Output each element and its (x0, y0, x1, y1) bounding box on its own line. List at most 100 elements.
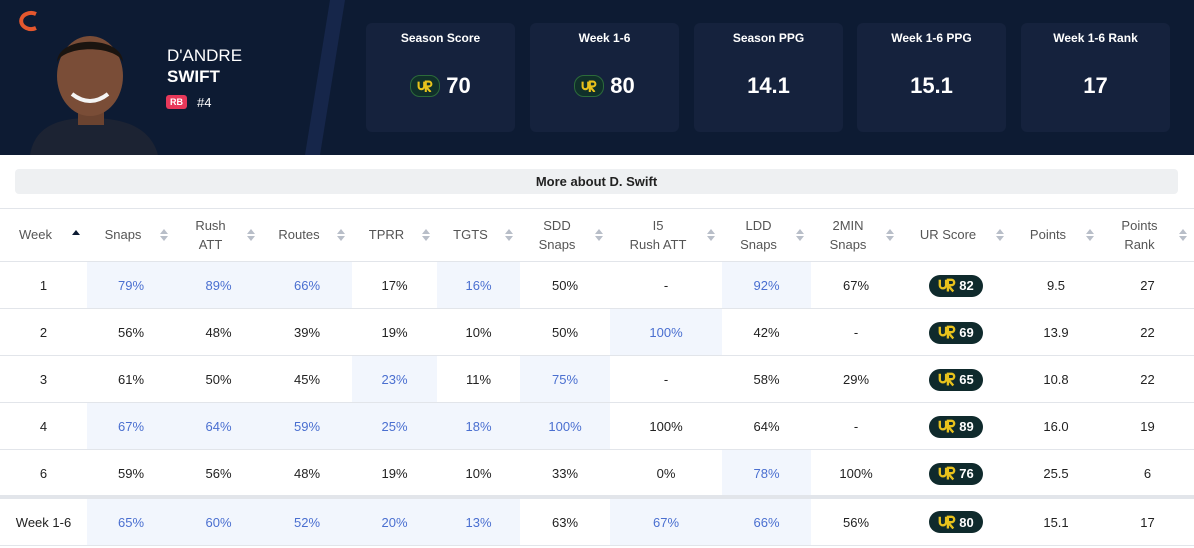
table-cell: 78% (722, 450, 811, 497)
column-header[interactable]: UR Score (901, 225, 995, 244)
row-divider (0, 308, 1194, 309)
header-line: TGTS (453, 227, 488, 242)
table-cell: 92% (722, 262, 811, 309)
ur-score-badge: 76 (929, 462, 983, 485)
column-header[interactable]: TGTS (437, 225, 504, 244)
table-cell: 17% (381, 278, 408, 293)
ur-score: 80 (959, 514, 974, 530)
stat-label: Week 1-6 Rank (1053, 31, 1138, 45)
table-cell: 29% (842, 372, 870, 387)
sort-arrows[interactable] (885, 228, 895, 242)
ur-score: 82 (959, 278, 974, 293)
table-cell: 19% (381, 325, 408, 340)
column-header[interactable]: LDD Snaps (722, 216, 795, 254)
table-cell: 27 (1140, 278, 1155, 293)
column-header[interactable]: TPRR (352, 225, 421, 244)
table-cell: 100% (649, 419, 683, 434)
table-cell: 25.5 (1043, 466, 1069, 481)
sort-arrows[interactable] (421, 228, 431, 242)
table-cell: 66% (262, 262, 352, 309)
table-cell: 33% (551, 466, 579, 481)
column-header[interactable]: Points Rank (1101, 216, 1178, 254)
column-header[interactable]: SDD Snaps (520, 216, 594, 254)
stat-value-row: 14.1 (694, 73, 843, 99)
table-cell: 10% (465, 325, 492, 340)
row-divider (0, 449, 1194, 450)
ur-score-badge: 80 (929, 511, 983, 533)
table-cell: - (663, 372, 669, 387)
table-cell: 61% (117, 372, 145, 387)
sort-arrows[interactable] (594, 228, 604, 242)
table-cell: 67% (610, 499, 722, 545)
column-header[interactable]: Points (1011, 225, 1085, 244)
table-cell: 52% (262, 499, 352, 545)
header-line: ATT (198, 237, 223, 252)
stat-card: Week 1-6 PPG 15.1 (857, 23, 1006, 132)
table-cell: 59% (117, 466, 145, 481)
ur-logo (938, 278, 956, 293)
header-line: Week (19, 227, 52, 242)
table-cell: 45% (293, 372, 321, 387)
sort-arrows[interactable] (1085, 228, 1095, 242)
ur-logo (417, 80, 433, 93)
sort-arrows[interactable] (995, 228, 1005, 242)
table-cell: 22 (1140, 325, 1155, 340)
summary-divider (0, 495, 1194, 499)
team-logo (19, 11, 37, 31)
sort-arrows[interactable] (504, 228, 514, 242)
column-header[interactable]: Routes (262, 225, 336, 244)
table-cell: 63% (551, 514, 579, 530)
table-cell: 58% (753, 372, 780, 387)
table-cell: 64% (175, 403, 262, 450)
position-badge: RB (166, 95, 187, 109)
more-button[interactable]: More about D. Swift (15, 169, 1178, 194)
sort-arrows[interactable] (71, 228, 81, 242)
ur-logo (938, 372, 956, 387)
header-line: Points (1121, 218, 1158, 233)
header-line: Routes (278, 227, 320, 242)
header-line: Snaps (538, 237, 576, 252)
column-header[interactable]: I5 Rush ATT (610, 216, 706, 254)
table-cell: 20% (352, 499, 437, 545)
table-cell: 67% (87, 403, 175, 450)
table-cell: 82 (901, 262, 1011, 309)
header-line: UR Score (919, 227, 977, 242)
ur-logo (581, 80, 597, 93)
header-line: I5 (652, 218, 664, 233)
sort-arrows[interactable] (336, 228, 346, 242)
table-cell: 50% (551, 325, 579, 340)
header-line: SDD (543, 218, 571, 233)
table-cell: 48% (205, 325, 232, 340)
sort-arrows[interactable] (795, 228, 805, 242)
first-name: D'ANDRE (167, 46, 243, 65)
column-header[interactable]: Snaps (87, 225, 159, 244)
table-cell: 11% (465, 372, 492, 387)
column-header[interactable]: Week (0, 225, 71, 244)
sort-arrows[interactable] (706, 228, 716, 242)
table-cell: 79% (87, 262, 175, 309)
table-cell: 6 (1143, 466, 1152, 481)
table-cell: 66% (722, 499, 811, 545)
stat-value-row: 15.1 (857, 73, 1006, 99)
table-cell: 59% (262, 403, 352, 450)
table-cell: 56% (117, 325, 145, 340)
ur-score: 69 (959, 325, 974, 340)
table-cell: 100% (610, 309, 722, 356)
stat-card: Week 1-6 Rank 17 (1021, 23, 1170, 132)
table-cell: 15.1 (1043, 514, 1069, 530)
ur-score-badge: 65 (929, 368, 983, 391)
stat-label: Season PPG (732, 31, 805, 45)
header-line: TPRR (368, 227, 405, 242)
stat-value: 80 (610, 73, 635, 98)
sort-arrows[interactable] (246, 228, 256, 242)
column-header[interactable]: Rush ATT (175, 216, 246, 254)
table-cell: - (853, 419, 859, 434)
header-line: Snaps (740, 237, 777, 252)
table-cell: 23% (352, 356, 437, 403)
sort-arrows[interactable] (159, 228, 169, 242)
column-header[interactable]: 2MIN Snaps (811, 216, 885, 254)
sort-arrows[interactable] (1178, 228, 1188, 242)
row-divider (0, 402, 1194, 403)
header-line: Rank (1124, 237, 1155, 252)
